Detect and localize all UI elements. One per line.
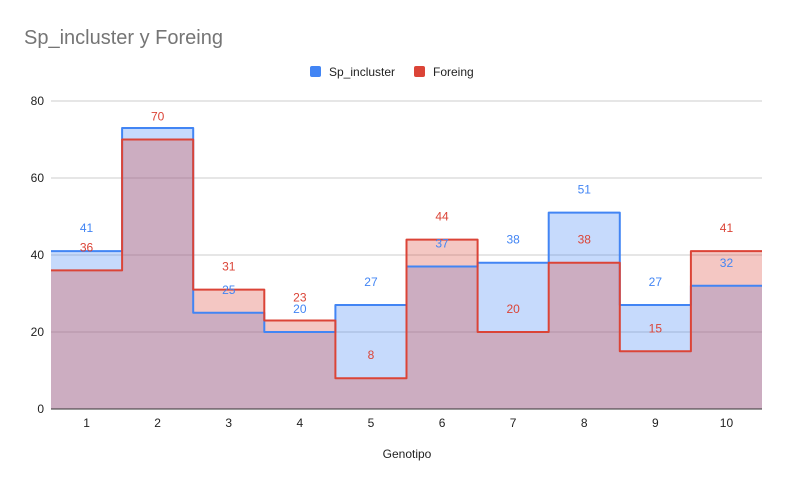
data-label: 38 xyxy=(506,233,520,247)
x-tick-label: 10 xyxy=(720,416,734,430)
legend-label: Sp_incluster xyxy=(329,65,395,79)
series-layer xyxy=(51,126,762,409)
data-label: 27 xyxy=(364,275,378,289)
x-tick-label: 7 xyxy=(510,416,517,430)
x-tick-label: 6 xyxy=(439,416,446,430)
data-label: 41 xyxy=(720,221,734,235)
data-label: 41 xyxy=(80,221,94,235)
y-tick-label: 40 xyxy=(31,248,45,262)
data-label: 44 xyxy=(435,210,449,224)
series-line-1 xyxy=(51,138,762,380)
x-tick-label: 9 xyxy=(652,416,659,430)
legend: Sp_incluster Foreing xyxy=(310,65,474,79)
x-tick-label: 5 xyxy=(368,416,375,430)
x-tick-label: 2 xyxy=(154,416,161,430)
x-axis-title: Genotipo xyxy=(383,447,432,461)
data-label: 32 xyxy=(720,256,734,270)
data-label: 31 xyxy=(222,260,236,274)
y-tick-label: 60 xyxy=(31,171,45,185)
x-tick-label: 4 xyxy=(297,416,304,430)
data-label: 15 xyxy=(649,321,663,335)
x-tick-label: 3 xyxy=(225,416,232,430)
data-label: 70 xyxy=(151,110,165,124)
y-tick-label: 80 xyxy=(31,94,45,108)
data-label: 8 xyxy=(368,348,375,362)
legend-swatch xyxy=(310,66,321,77)
y-tick-label: 20 xyxy=(31,325,45,339)
x-tick-label: 8 xyxy=(581,416,588,430)
data-labels: 41 25 20 27 37 38 51 27 32 36 70 31 23 8 44 20 38 15 41 xyxy=(80,110,734,363)
legend-swatch xyxy=(414,66,425,77)
y-tick-label: 0 xyxy=(37,402,44,416)
data-label: 37 xyxy=(435,237,449,251)
data-label: 36 xyxy=(80,240,94,254)
data-label: 38 xyxy=(578,233,592,247)
data-label: 20 xyxy=(293,302,307,316)
y-axis-ticks: 0 20 40 60 80 xyxy=(31,94,45,416)
x-tick-label: 1 xyxy=(83,416,90,430)
data-label: 20 xyxy=(506,302,520,316)
x-axis-ticks: 1 2 3 4 5 6 7 8 9 10 xyxy=(83,416,733,430)
legend-label: Foreing xyxy=(433,65,474,79)
data-label: 23 xyxy=(293,290,307,304)
data-label: 27 xyxy=(649,275,663,289)
data-label: 51 xyxy=(578,183,592,197)
data-label: 25 xyxy=(222,283,236,297)
chart-title: Sp_incluster y Foreing xyxy=(24,27,223,49)
